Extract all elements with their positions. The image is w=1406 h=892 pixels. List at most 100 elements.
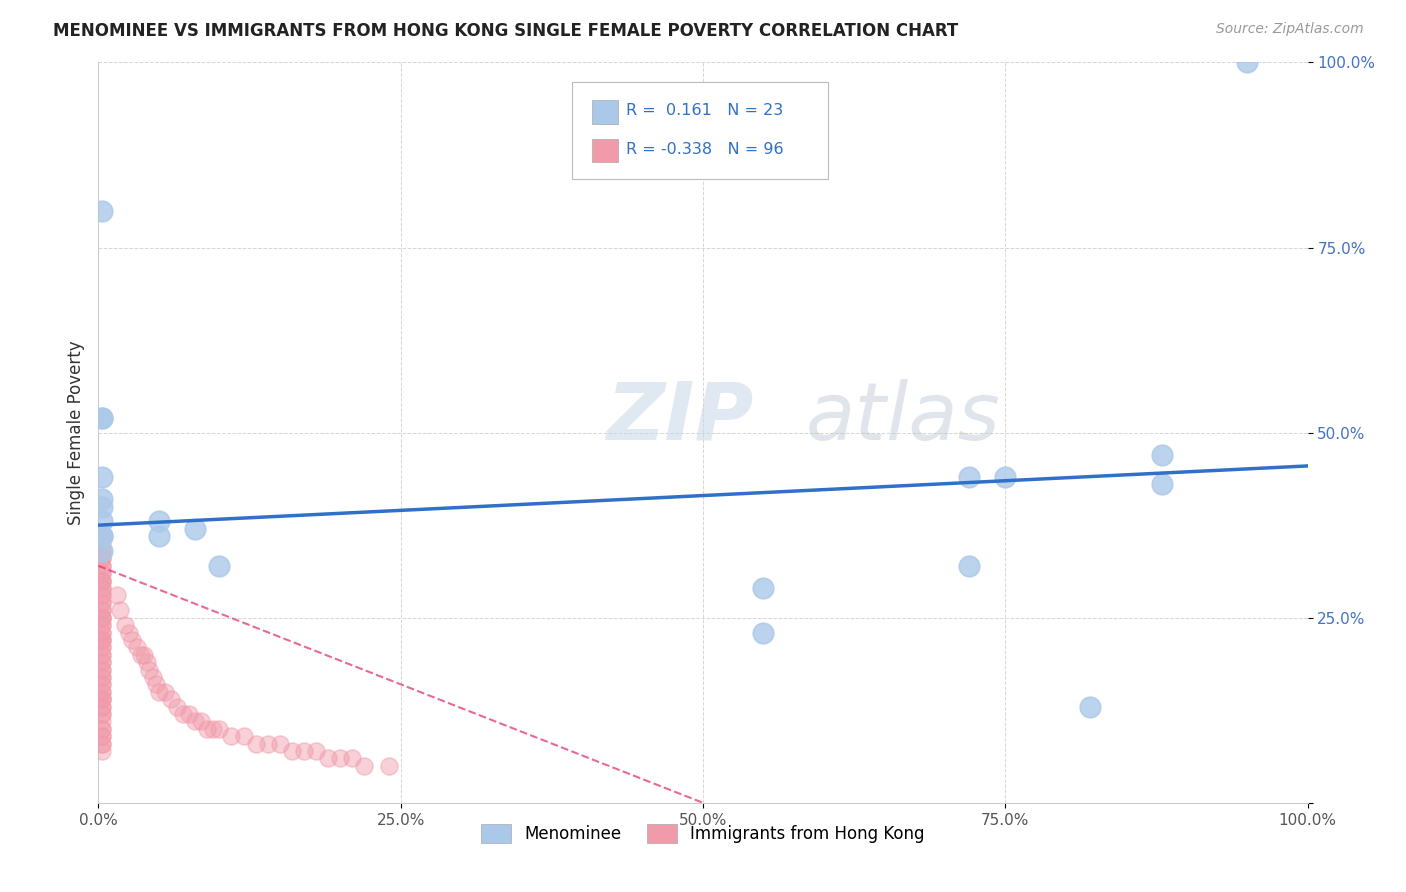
Point bbox=[91, 529, 114, 543]
Point bbox=[232, 729, 254, 743]
Legend: Menominee, Immigrants from Hong Kong: Menominee, Immigrants from Hong Kong bbox=[475, 817, 931, 850]
Point bbox=[91, 663, 114, 677]
Point bbox=[148, 685, 170, 699]
Point bbox=[129, 648, 152, 662]
Point bbox=[184, 522, 207, 536]
Point bbox=[148, 529, 170, 543]
Point bbox=[91, 663, 114, 677]
Point bbox=[91, 737, 114, 751]
Point bbox=[91, 692, 114, 706]
Point bbox=[91, 722, 114, 736]
Point bbox=[134, 648, 156, 662]
Point bbox=[91, 648, 114, 662]
Point bbox=[91, 722, 114, 736]
Point bbox=[91, 574, 114, 588]
Point bbox=[91, 470, 114, 484]
Point bbox=[91, 640, 114, 655]
Point bbox=[91, 714, 114, 729]
Point bbox=[91, 544, 114, 558]
Point bbox=[91, 706, 114, 721]
Point bbox=[179, 706, 201, 721]
Point bbox=[208, 558, 231, 573]
Point bbox=[91, 670, 114, 684]
Point bbox=[202, 722, 225, 736]
Point bbox=[91, 729, 114, 743]
Point bbox=[91, 648, 114, 662]
Point bbox=[172, 706, 194, 721]
Point bbox=[1152, 477, 1174, 491]
Point bbox=[91, 529, 114, 543]
Point bbox=[121, 632, 143, 647]
Point bbox=[353, 758, 375, 772]
FancyBboxPatch shape bbox=[572, 82, 828, 179]
Point bbox=[91, 596, 114, 610]
Point bbox=[91, 566, 114, 581]
Point bbox=[91, 699, 114, 714]
Point bbox=[91, 610, 114, 624]
Point bbox=[91, 589, 114, 603]
Point bbox=[184, 714, 207, 729]
Point bbox=[91, 558, 114, 573]
Point bbox=[957, 470, 980, 484]
Point bbox=[91, 544, 114, 558]
Point bbox=[145, 677, 167, 691]
Point bbox=[127, 640, 149, 655]
Point bbox=[91, 551, 114, 566]
FancyBboxPatch shape bbox=[592, 100, 619, 124]
Point bbox=[108, 603, 131, 617]
Point bbox=[135, 655, 157, 669]
Point bbox=[91, 410, 114, 425]
Point bbox=[91, 544, 114, 558]
Point bbox=[292, 744, 315, 758]
Point bbox=[160, 692, 183, 706]
Point bbox=[91, 566, 114, 581]
Point bbox=[91, 706, 114, 721]
Point bbox=[91, 670, 114, 684]
Point bbox=[994, 470, 1017, 484]
FancyBboxPatch shape bbox=[592, 138, 619, 162]
Point bbox=[316, 751, 339, 765]
Point bbox=[190, 714, 212, 729]
Point bbox=[91, 632, 114, 647]
Point bbox=[1236, 55, 1258, 70]
Point bbox=[153, 685, 176, 699]
Point bbox=[91, 685, 114, 699]
Point bbox=[91, 692, 114, 706]
Point bbox=[91, 625, 114, 640]
Point bbox=[91, 603, 114, 617]
Point bbox=[148, 515, 170, 529]
Point bbox=[957, 558, 980, 573]
Point bbox=[91, 529, 114, 543]
Point bbox=[752, 581, 775, 595]
Point bbox=[105, 589, 128, 603]
Point bbox=[91, 632, 114, 647]
Point bbox=[91, 581, 114, 595]
Point bbox=[114, 618, 136, 632]
Point bbox=[91, 203, 114, 218]
Point bbox=[91, 685, 114, 699]
Point bbox=[91, 596, 114, 610]
Point bbox=[342, 751, 364, 765]
Text: ZIP: ZIP bbox=[606, 379, 754, 457]
Text: atlas: atlas bbox=[806, 379, 1001, 457]
Point bbox=[91, 632, 114, 647]
Point bbox=[166, 699, 188, 714]
Point bbox=[91, 574, 114, 588]
Point bbox=[142, 670, 165, 684]
Point bbox=[91, 729, 114, 743]
Point bbox=[1152, 448, 1174, 462]
Point bbox=[91, 699, 114, 714]
Point bbox=[91, 536, 114, 550]
Point bbox=[91, 692, 114, 706]
Point bbox=[269, 737, 291, 751]
Point bbox=[256, 737, 278, 751]
Y-axis label: Single Female Poverty: Single Female Poverty bbox=[66, 341, 84, 524]
Point bbox=[91, 655, 114, 669]
Point bbox=[221, 729, 243, 743]
Point bbox=[91, 610, 114, 624]
Point bbox=[752, 625, 775, 640]
Point bbox=[91, 677, 114, 691]
Point bbox=[138, 663, 160, 677]
Text: R =  0.161   N = 23: R = 0.161 N = 23 bbox=[626, 103, 783, 118]
Point bbox=[305, 744, 328, 758]
